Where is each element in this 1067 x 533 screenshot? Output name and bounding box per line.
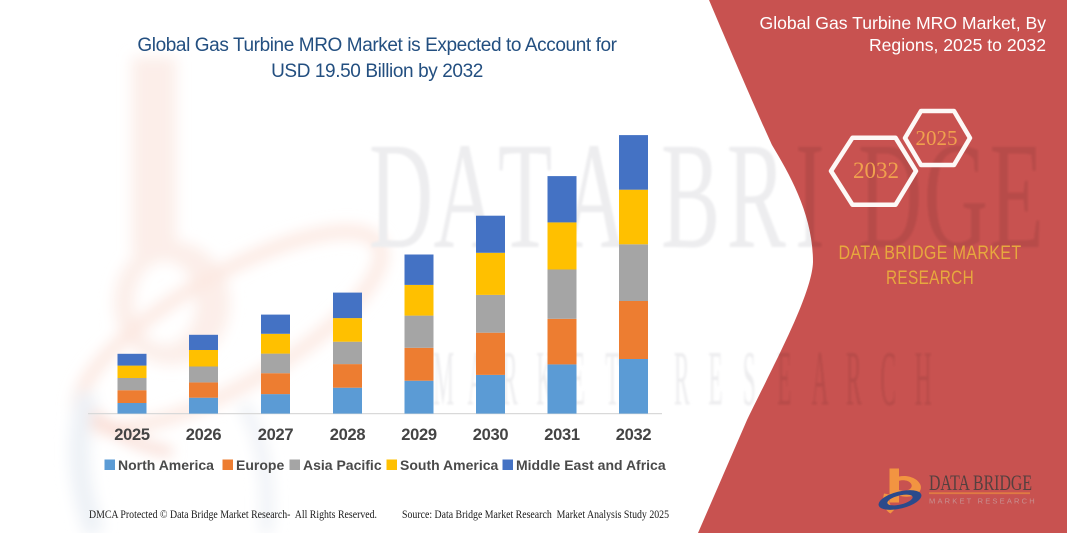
svg-text:2029: 2029 [401,426,437,444]
svg-text:2027: 2027 [258,426,294,444]
svg-text:E: E [777,337,791,422]
svg-text:MARKET RESEARCH: MARKET RESEARCH [929,497,1037,506]
svg-text:B: B [661,112,720,281]
svg-text:C: C [880,337,896,422]
svg-text:USD 19.50 Billion by 2032: USD 19.50 Billion by 2032 [271,61,483,82]
svg-text:North America: North America [118,457,214,473]
svg-text:S: S [743,337,756,422]
svg-text:DMCA Protected © Data Bridge M: DMCA Protected © Data Bridge Market Rese… [89,509,377,521]
svg-text:M: M [433,337,454,422]
svg-text:South America: South America [400,457,498,473]
svg-text:DATA BRIDGE: DATA BRIDGE [929,470,1032,495]
svg-text:2031: 2031 [544,426,580,444]
svg-text:2032: 2032 [853,158,899,183]
svg-text:Europe: Europe [236,457,284,473]
svg-text:A: A [812,337,829,422]
svg-text:DATA BRIDGE MARKET: DATA BRIDGE MARKET [839,243,1022,264]
svg-text:Source: Data Bridge Market Res: Source: Data Bridge Market Research Mark… [402,509,669,521]
svg-text:D: D [369,112,433,281]
svg-text:2028: 2028 [330,426,366,444]
svg-text:R: R [674,337,690,422]
svg-text:G: G [924,112,988,281]
svg-text:2025: 2025 [114,426,150,444]
svg-text:2026: 2026 [186,426,222,444]
svg-text:RESEARCH: RESEARCH [886,268,974,289]
svg-text:Middle East and Africa: Middle East and Africa [516,457,666,473]
svg-text:H: H [915,337,932,422]
svg-text:T: T [498,112,552,281]
svg-text:2030: 2030 [473,426,509,444]
svg-text:Global Gas Turbine MRO Market,: Global Gas Turbine MRO Market, By [760,13,1047,33]
svg-text:2032: 2032 [616,426,652,444]
svg-text:R: R [846,337,862,422]
svg-text:R: R [502,337,518,422]
svg-text:2025: 2025 [916,126,958,150]
svg-text:E: E [708,337,722,422]
svg-text:E: E [990,112,1044,281]
svg-text:D: D [858,112,922,281]
svg-text:Global Gas Turbine MRO Market: Global Gas Turbine MRO Market is Expecte… [137,35,617,56]
svg-text:T: T [605,337,619,422]
svg-text:Regions, 2025 to 2032: Regions, 2025 to 2032 [869,35,1046,55]
svg-text:Asia Pacific: Asia Pacific [303,457,382,473]
